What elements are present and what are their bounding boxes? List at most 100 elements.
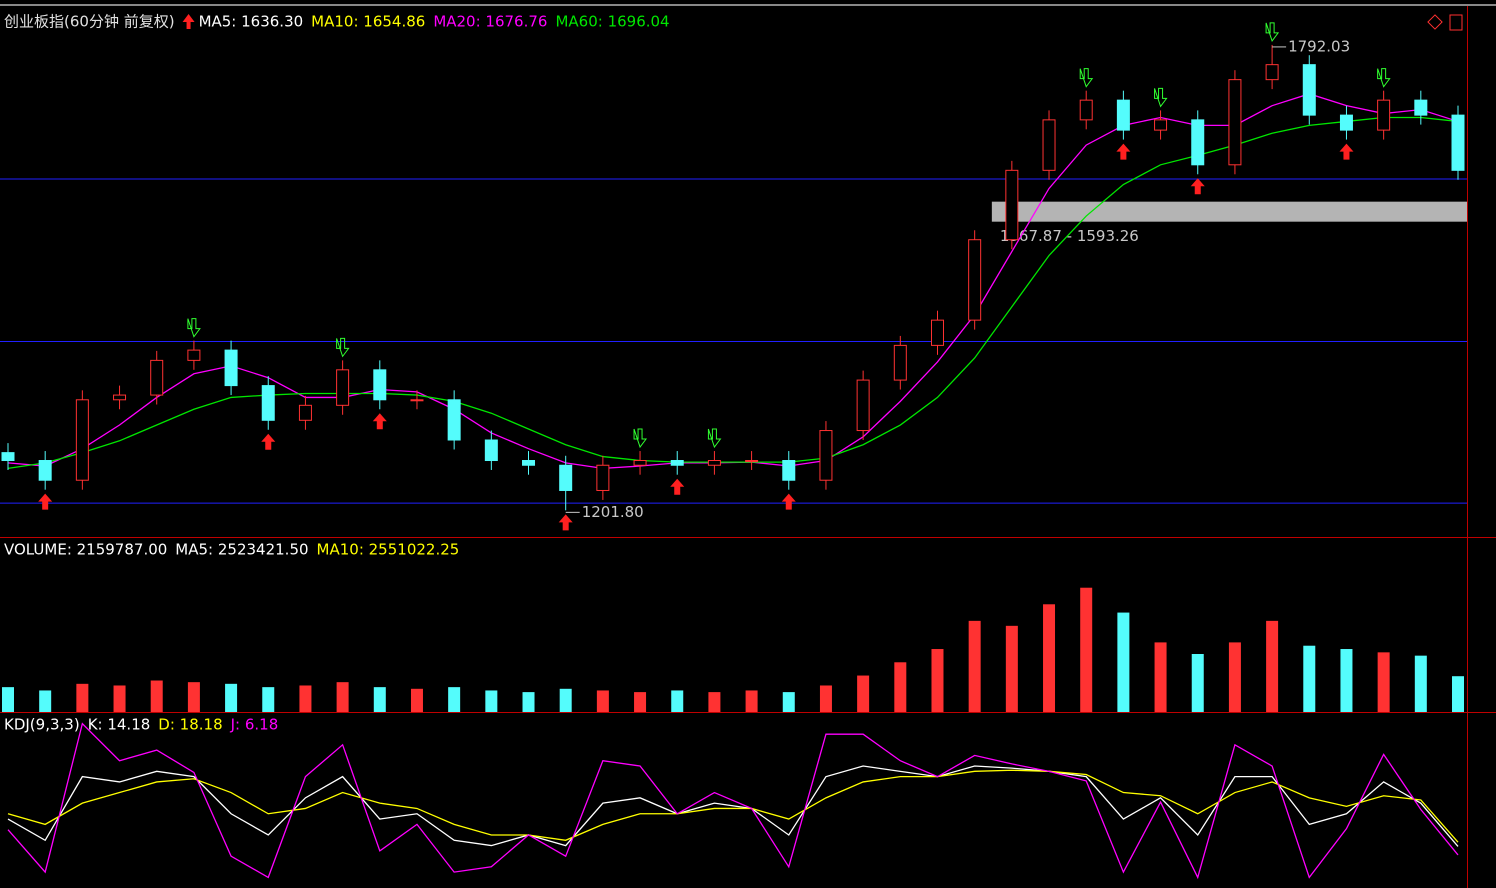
- buy-signal: [372, 413, 387, 430]
- volume-bar: [745, 690, 758, 712]
- candle-body: [1339, 114, 1353, 131]
- volume-bar: [782, 692, 795, 712]
- annotation-label: 1792.03: [1288, 37, 1350, 55]
- volume-bar: [931, 649, 944, 712]
- volume-bar: [150, 680, 163, 712]
- volume-bar: [522, 692, 535, 712]
- price-band: [991, 201, 1467, 222]
- volume-bar: [113, 685, 126, 712]
- legend-text: 创业板指(60分钟 前复权): [4, 13, 175, 31]
- candle-body: [670, 460, 684, 466]
- volume-bar: [857, 675, 870, 712]
- sell-signal: [187, 318, 201, 338]
- candle-body: [38, 460, 52, 481]
- line: [7, 765, 1459, 847]
- candle-body: [522, 460, 536, 466]
- sell-signal: [1154, 87, 1168, 108]
- candle-body: [298, 404, 312, 421]
- candle-body: [1191, 119, 1205, 166]
- sell-signal: [1079, 68, 1094, 88]
- panel-icon[interactable]: [1449, 14, 1463, 31]
- volume-bar: [39, 690, 52, 712]
- candle-body: [596, 464, 610, 491]
- candle-body: [819, 430, 833, 481]
- legend-text: J: 6.18: [230, 716, 279, 734]
- candle-body: [1451, 114, 1465, 171]
- buy-signal: [558, 514, 573, 531]
- candle-body: [150, 359, 164, 396]
- volume-bar: [225, 683, 238, 712]
- buy-signal: [1339, 143, 1354, 160]
- band-label: 1567.87 - 1593.26: [1000, 227, 1139, 245]
- volume-bar: [1452, 676, 1464, 712]
- candle-body: [1377, 99, 1391, 131]
- legend-text: VOLUME: 2159787.00: [4, 541, 167, 559]
- volume-bar: [894, 662, 907, 712]
- volume-bar: [1340, 649, 1353, 712]
- candle-body: [893, 344, 907, 381]
- annotation-label: 1201.80: [582, 503, 644, 521]
- volume-bar: [1377, 652, 1390, 712]
- candle-body: [75, 399, 89, 481]
- candle-body: [745, 460, 759, 463]
- legend-text: MA10: 2551022.25: [317, 541, 460, 559]
- buy-signal: [38, 493, 53, 510]
- buy-signal: [261, 433, 276, 450]
- candle-body: [559, 464, 573, 491]
- volume-bar: [596, 690, 609, 712]
- candle-body: [336, 369, 350, 406]
- legend-text: K: 14.18: [88, 716, 151, 734]
- candle-body: [1302, 64, 1316, 116]
- candle-body: [1228, 79, 1242, 166]
- candle-body: [968, 239, 982, 321]
- candle-body: [113, 394, 127, 401]
- legend-text: KDJ(9,3,3): [4, 716, 80, 734]
- legend-text: MA5: 1636.30: [199, 13, 304, 31]
- candle-body: [1005, 169, 1019, 241]
- candle-body: [1116, 99, 1130, 131]
- buy-signal: [781, 493, 796, 510]
- candle-body: [224, 349, 238, 387]
- volume-bar: [968, 620, 981, 712]
- legend-text: D: 18.18: [158, 716, 222, 734]
- candle-body: [1042, 119, 1056, 171]
- candle-body: [782, 460, 796, 481]
- line: [7, 769, 1459, 843]
- volume-bar: [262, 687, 275, 712]
- candle-body: [187, 349, 201, 361]
- buy-signal: [1190, 178, 1205, 195]
- candle-body: [447, 399, 461, 441]
- volume-bar: [336, 682, 349, 712]
- sell-signal: [1377, 68, 1391, 88]
- legend-text: MA5: 2523421.50: [175, 541, 308, 559]
- volume-bar: [671, 690, 684, 712]
- volume-bar: [1117, 612, 1130, 712]
- volume-bar: [1303, 645, 1316, 712]
- volume-bar: [708, 692, 721, 712]
- buy-signal: [1116, 143, 1131, 160]
- volume-bar: [1154, 642, 1167, 712]
- line: [7, 722, 1459, 880]
- volume-bar: [1228, 642, 1241, 712]
- candle-body: [633, 460, 647, 466]
- candle-body: [1414, 99, 1428, 116]
- candle-body: [484, 439, 498, 462]
- volume-bar: [1414, 655, 1427, 712]
- sell-signal: [1265, 22, 1280, 42]
- volume-bar: [2, 687, 14, 712]
- volume-bar: [1266, 620, 1279, 712]
- candle-body: [856, 379, 870, 432]
- candle-body: [930, 319, 944, 346]
- panel-icon[interactable]: [1427, 14, 1443, 30]
- volume-bar: [485, 690, 498, 712]
- volume-bar: [373, 687, 386, 712]
- candle-body: [1265, 64, 1279, 81]
- candle-body: [410, 399, 424, 402]
- legend-text: MA10: 1654.86: [311, 13, 425, 31]
- volume-bar: [410, 688, 423, 712]
- candle-body: [261, 385, 275, 421]
- volume-bar: [448, 687, 461, 712]
